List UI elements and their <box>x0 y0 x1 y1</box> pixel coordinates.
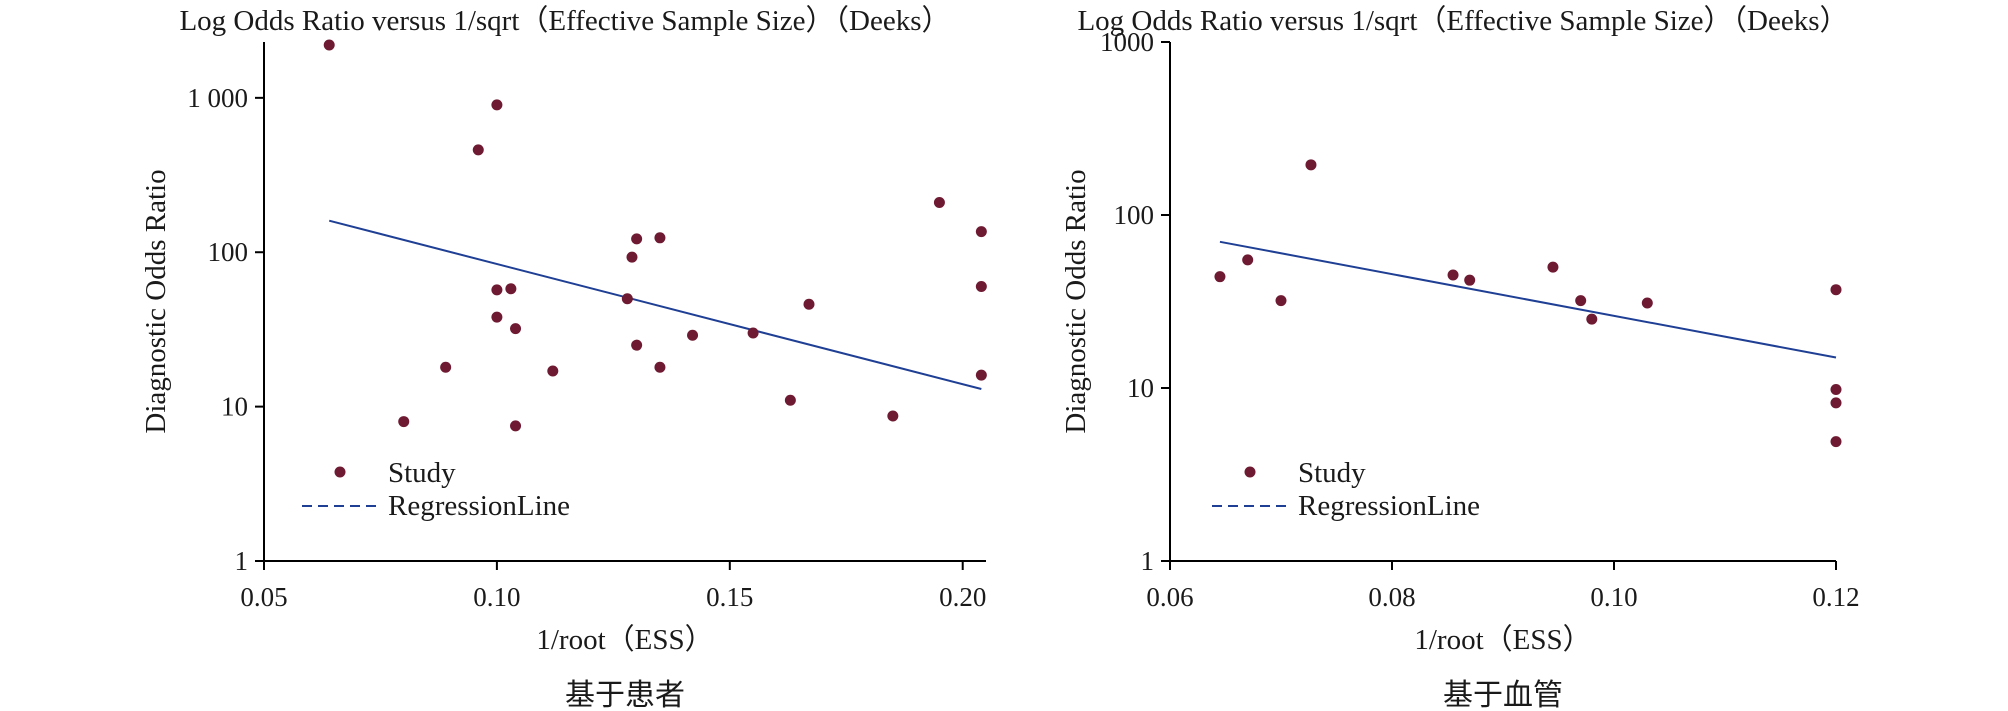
study-point <box>1547 261 1559 273</box>
x-tick-label: 0.10 <box>1590 582 1637 612</box>
study-point <box>547 365 559 377</box>
study-point <box>1586 313 1598 325</box>
x-axis-label: 1/root（ESS） <box>536 624 713 656</box>
study-point <box>975 369 987 381</box>
panel-vessel: Log Odds Ratio versus 1/sqrt（Effective S… <box>1060 5 1860 711</box>
study-point <box>491 284 503 296</box>
x-tick-label: 0.15 <box>706 582 753 612</box>
study-point <box>323 39 335 51</box>
study-point <box>491 99 503 111</box>
legend-study-label: Study <box>388 457 456 489</box>
study-point <box>510 420 522 432</box>
study-point <box>1242 254 1254 266</box>
y-tick-label: 1 000 <box>187 83 248 113</box>
legend-study-label: Study <box>1298 457 1366 489</box>
y-axis-label: Diagnostic Odds Ratio <box>1060 169 1092 433</box>
panel-patient: Log Odds Ratio versus 1/sqrt（Effective S… <box>140 5 987 711</box>
y-axis-label: Diagnostic Odds Ratio <box>140 169 172 433</box>
y-tick-label: 1 <box>1141 546 1155 576</box>
panel-caption: 基于血管 <box>1443 679 1563 711</box>
legend-line-label: RegressionLine <box>388 490 570 522</box>
study-point <box>803 298 815 310</box>
study-point <box>887 410 899 422</box>
legend-study-marker <box>1244 466 1256 478</box>
x-tick-label: 0.20 <box>939 582 986 612</box>
regression-line <box>328 219 982 390</box>
study-point <box>1275 295 1287 307</box>
study-point <box>747 327 759 339</box>
study-point <box>440 361 452 373</box>
study-point <box>491 311 503 323</box>
y-tick-label: 10 <box>221 392 248 422</box>
x-tick-label: 0.05 <box>240 582 287 612</box>
study-point <box>398 416 410 428</box>
study-point <box>975 226 987 238</box>
study-point <box>626 251 638 263</box>
study-point <box>654 361 666 373</box>
study-point <box>784 394 796 406</box>
chart-title: Log Odds Ratio versus 1/sqrt（Effective S… <box>1077 5 1848 37</box>
legend-study-marker <box>334 466 346 478</box>
chart-title: Log Odds Ratio versus 1/sqrt（Effective S… <box>179 5 950 37</box>
study-point <box>1464 274 1476 286</box>
x-tick-label: 0.10 <box>473 582 520 612</box>
legend-line-label: RegressionLine <box>1298 490 1480 522</box>
study-point <box>1830 436 1842 448</box>
y-tick-label: 1000 <box>1100 27 1154 57</box>
study-point <box>510 323 522 335</box>
study-point <box>472 144 484 156</box>
study-point <box>1830 384 1842 396</box>
study-point <box>1214 271 1226 283</box>
study-point <box>505 283 517 295</box>
panel-caption: 基于患者 <box>565 679 685 711</box>
study-point <box>631 339 643 351</box>
y-tick-label: 100 <box>208 237 249 267</box>
study-point <box>933 196 945 208</box>
study-point <box>1575 295 1587 307</box>
study-point <box>1305 159 1317 171</box>
study-point <box>621 293 633 305</box>
study-point <box>631 233 643 245</box>
study-point <box>1830 397 1842 409</box>
y-tick-label: 1 <box>235 546 249 576</box>
y-tick-label: 100 <box>1114 200 1155 230</box>
x-tick-label: 0.08 <box>1368 582 1415 612</box>
x-tick-label: 0.06 <box>1146 582 1193 612</box>
y-tick-label: 10 <box>1127 373 1154 403</box>
regression-line <box>1219 240 1837 359</box>
study-point <box>687 329 699 341</box>
study-point <box>1447 269 1459 281</box>
study-point <box>1830 284 1842 296</box>
study-point <box>654 232 666 244</box>
study-point <box>1641 297 1653 309</box>
study-point <box>975 280 987 292</box>
x-axis-label: 1/root（ESS） <box>1414 624 1591 656</box>
x-tick-label: 0.12 <box>1812 582 1859 612</box>
